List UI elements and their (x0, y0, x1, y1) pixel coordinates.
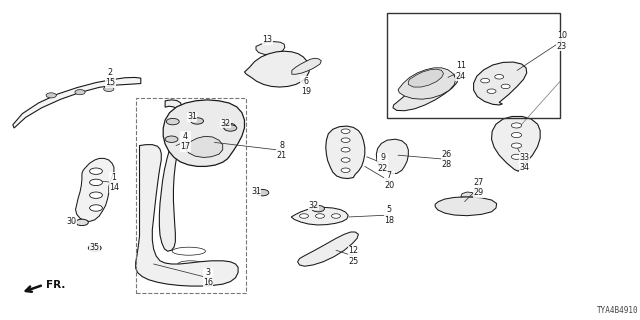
Circle shape (511, 154, 522, 159)
Text: TYA4B4910: TYA4B4910 (597, 306, 639, 315)
Bar (157, 266, 176, 273)
Text: 30: 30 (67, 217, 77, 226)
Circle shape (511, 132, 522, 138)
Ellipse shape (173, 270, 204, 277)
Text: 10
23: 10 23 (557, 31, 567, 51)
Polygon shape (492, 116, 540, 171)
Circle shape (341, 158, 350, 162)
Polygon shape (13, 77, 141, 128)
Circle shape (341, 168, 350, 172)
Polygon shape (76, 158, 114, 221)
Polygon shape (326, 126, 365, 179)
Polygon shape (159, 100, 182, 251)
Text: 31: 31 (187, 112, 197, 121)
Bar (180, 266, 203, 273)
Text: 35: 35 (90, 243, 100, 252)
Text: 26
28: 26 28 (442, 150, 452, 169)
Text: 9
22: 9 22 (378, 154, 388, 173)
Polygon shape (163, 100, 244, 166)
Circle shape (481, 78, 490, 83)
Circle shape (300, 214, 308, 218)
Circle shape (46, 93, 56, 98)
Text: 3
16: 3 16 (203, 268, 213, 287)
Circle shape (90, 205, 102, 211)
Polygon shape (186, 136, 223, 157)
Circle shape (104, 86, 114, 92)
Polygon shape (291, 207, 348, 225)
Circle shape (341, 129, 350, 133)
Circle shape (90, 192, 102, 198)
Text: 12
25: 12 25 (348, 246, 358, 266)
Polygon shape (398, 68, 456, 99)
Polygon shape (474, 62, 527, 105)
Circle shape (256, 189, 269, 196)
Polygon shape (408, 69, 444, 87)
Bar (382, 147, 401, 155)
Text: 4
17: 4 17 (180, 132, 191, 151)
Circle shape (75, 90, 85, 95)
Circle shape (495, 75, 504, 79)
Circle shape (223, 123, 236, 130)
Text: 33
34: 33 34 (520, 153, 530, 172)
Text: FR.: FR. (46, 280, 65, 291)
Text: 6
19: 6 19 (301, 77, 311, 96)
Polygon shape (435, 197, 497, 216)
Bar (387, 13, 560, 118)
Text: 8
21: 8 21 (276, 141, 287, 160)
Text: 7
20: 7 20 (384, 171, 394, 190)
Text: 32: 32 (308, 201, 319, 210)
Circle shape (511, 123, 522, 128)
Polygon shape (461, 192, 475, 197)
Text: 1
14: 1 14 (109, 173, 119, 192)
Polygon shape (244, 51, 309, 87)
Circle shape (501, 84, 510, 89)
Text: 31: 31 (251, 188, 261, 196)
Circle shape (166, 118, 179, 125)
Ellipse shape (172, 247, 205, 255)
Polygon shape (256, 42, 285, 54)
Circle shape (90, 179, 102, 186)
Bar (86, 202, 100, 207)
Polygon shape (376, 139, 408, 173)
Circle shape (90, 168, 102, 174)
Circle shape (224, 125, 237, 131)
Ellipse shape (178, 261, 204, 267)
Text: 32: 32 (220, 119, 230, 128)
Text: 5
18: 5 18 (384, 205, 394, 225)
Circle shape (88, 245, 101, 251)
Circle shape (312, 205, 324, 212)
Text: 13: 13 (262, 35, 273, 44)
Circle shape (511, 143, 522, 148)
Polygon shape (136, 145, 238, 286)
Circle shape (341, 148, 350, 152)
Text: 2
15: 2 15 (105, 68, 115, 87)
Polygon shape (292, 58, 321, 74)
Circle shape (341, 138, 350, 142)
Polygon shape (298, 232, 358, 266)
Circle shape (191, 118, 204, 124)
Circle shape (487, 89, 496, 93)
Bar (136, 98, 246, 293)
Text: 11
24: 11 24 (456, 61, 466, 81)
Bar (206, 266, 224, 273)
Circle shape (316, 214, 324, 218)
Circle shape (165, 136, 178, 142)
Circle shape (332, 214, 340, 218)
Text: 27
29: 27 29 (474, 178, 484, 197)
Circle shape (76, 219, 88, 226)
Bar (382, 158, 401, 168)
Polygon shape (393, 74, 458, 111)
